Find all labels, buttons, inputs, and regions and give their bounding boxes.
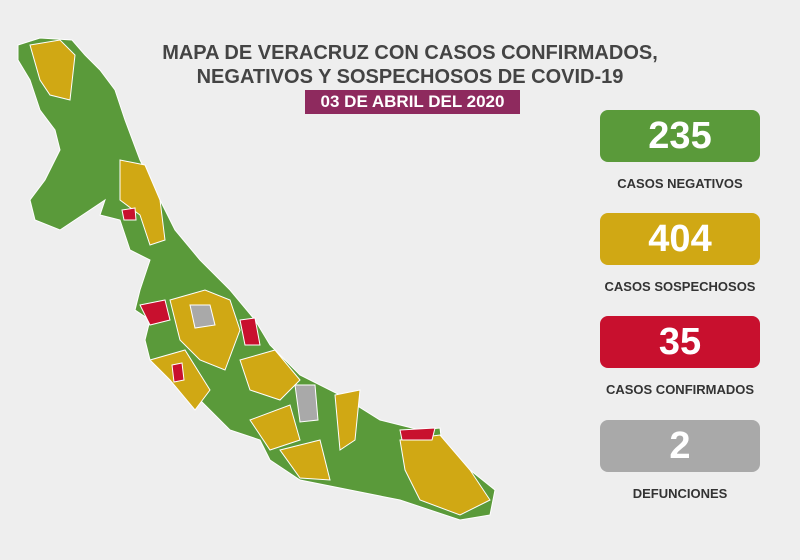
stat-value: 235 (600, 110, 760, 162)
stat-label: CASOS SOSPECHOSOS (604, 279, 756, 294)
date-badge: 03 DE ABRIL DEL 2020 (305, 90, 520, 114)
stat-value: 2 (600, 420, 760, 472)
map (17, 37, 496, 521)
stat-label: CASOS NEGATIVOS (617, 176, 743, 191)
stat-value: 404 (600, 213, 760, 265)
death-regions (189, 304, 319, 423)
stat-label: DEFUNCIONES (632, 486, 728, 501)
state-shape (17, 37, 496, 521)
stat-label: CASOS CONFIRMADOS (605, 382, 755, 397)
title-line: MAPA DE VERACRUZ CON CASOS CONFIRMADOS, (162, 42, 658, 64)
confirmed-regions (121, 207, 436, 441)
stat-value: 35 (600, 316, 760, 368)
suspect-regions (29, 39, 491, 516)
title-line: NEGATIVOS Y SOSPECHOSOS DE COVID-19 (196, 66, 624, 88)
